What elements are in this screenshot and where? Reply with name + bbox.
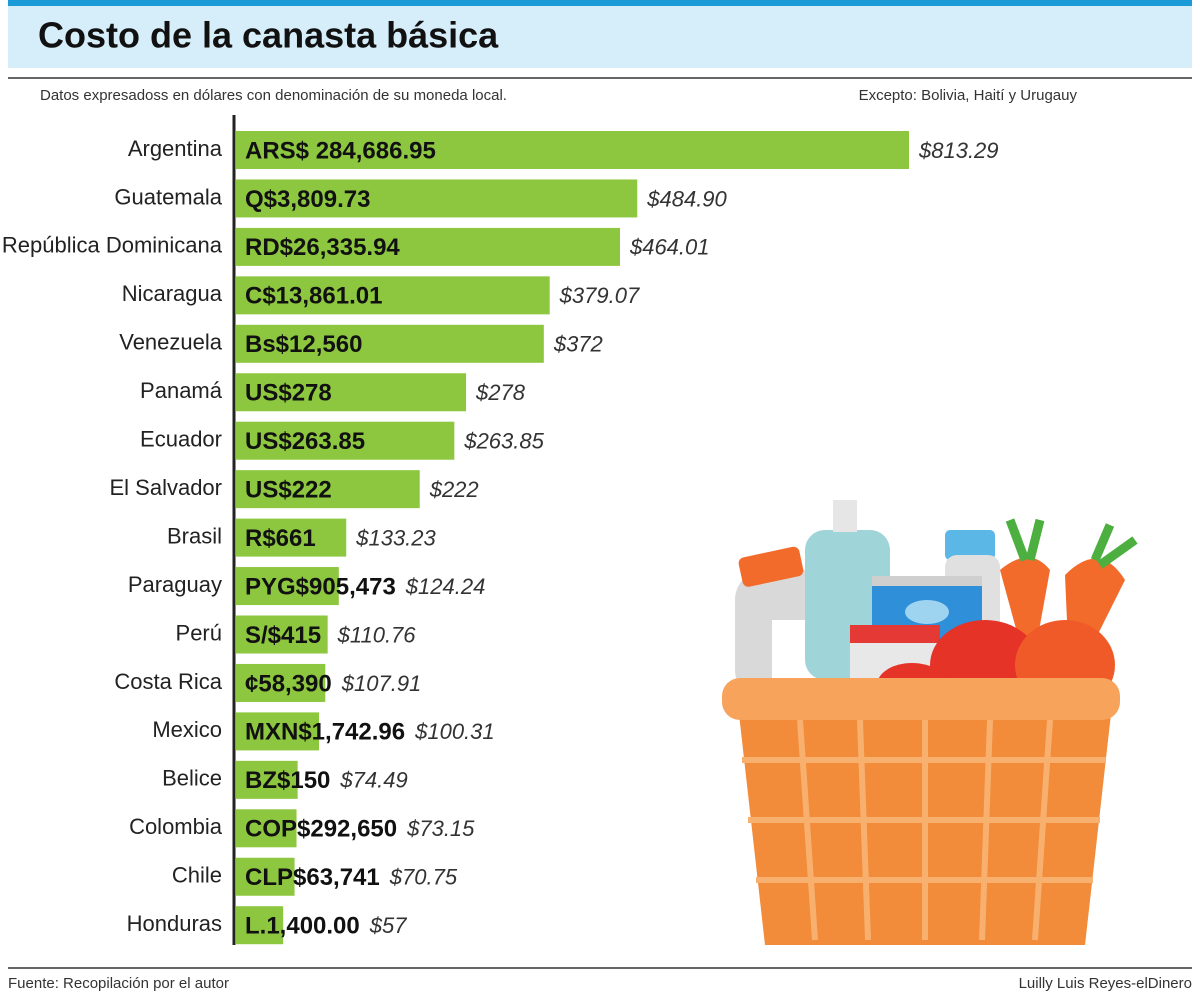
category-label: Perú [176, 620, 222, 645]
local-label: US$278 [245, 380, 332, 407]
category-label: Paraguay [128, 572, 222, 597]
category-label: Costa Rica [114, 669, 222, 694]
credit: Luilly Luis Reyes-elDinero [1019, 975, 1192, 992]
value-label: $372 [553, 332, 603, 357]
local-label: US$263.85 [245, 428, 365, 455]
bar [236, 809, 297, 848]
bar [236, 760, 298, 799]
category-label: Guatemala [114, 184, 222, 209]
local-label: C$13,861.01 [245, 283, 382, 310]
local-label: ¢58,390 [245, 670, 332, 697]
bar [236, 712, 320, 751]
value-label: $484.90 [646, 186, 727, 211]
value-label: $133.23 [355, 525, 436, 550]
category-label: Chile [172, 863, 222, 888]
category-label: República Dominicana [2, 233, 223, 258]
bar [236, 518, 347, 557]
value-label: $222 [429, 477, 479, 502]
chart-title: Costo de la canasta básica [38, 15, 499, 56]
value-label: $70.75 [389, 865, 458, 890]
value-label: $110.76 [337, 622, 417, 647]
bar [236, 227, 620, 266]
title-stripe [8, 0, 1192, 6]
local-label: Q$3,809.73 [245, 186, 370, 213]
category-label: Honduras [127, 911, 222, 936]
value-label: $74.49 [339, 768, 407, 793]
note: Excepto: Bolivia, Haití y Urugauy [859, 87, 1078, 104]
value-label: $278 [475, 380, 526, 405]
category-label: Ecuador [140, 427, 222, 452]
bottle-cap [738, 546, 804, 587]
local-label: L.1,400.00 [245, 913, 360, 940]
local-label: ARS$ 284,686.95 [245, 137, 436, 164]
value-label: $124.24 [405, 574, 486, 599]
value-label: $100.31 [414, 719, 495, 744]
category-label: Argentina [128, 136, 223, 161]
local-label: BZ$150 [245, 767, 330, 794]
bar [236, 663, 326, 702]
category-label: Panamá [140, 378, 223, 403]
local-label: US$222 [245, 476, 332, 503]
category-label: El Salvador [109, 475, 222, 500]
category-label: Nicaragua [122, 281, 223, 306]
bar [236, 276, 550, 315]
bar [236, 615, 328, 654]
bar [236, 470, 420, 509]
basket-rim [722, 678, 1120, 720]
pump [833, 500, 857, 532]
value-label: $813.29 [918, 138, 999, 163]
basket-weave [742, 719, 1106, 941]
local-label: PYG$905,473 [245, 573, 396, 600]
value-label: $263.85 [463, 429, 544, 454]
carrot-leaves [1005, 518, 1138, 569]
local-label: S/$415 [245, 622, 321, 649]
category-label: Belice [162, 766, 222, 791]
value-label: $379.07 [559, 283, 640, 308]
value-label: $57 [369, 913, 407, 938]
cap [945, 530, 995, 560]
can-lid [872, 576, 982, 586]
local-label: Bs$12,560 [245, 331, 362, 358]
local-label: CLP$63,741 [245, 864, 380, 891]
carrot [1000, 557, 1050, 680]
category-label: Mexico [152, 717, 222, 742]
bar [236, 131, 909, 169]
bar [236, 421, 455, 460]
fish-icon [905, 600, 949, 624]
local-label: RD$26,335.94 [245, 234, 400, 261]
bar [236, 179, 638, 218]
value-label: $73.15 [406, 816, 475, 841]
bar [236, 906, 284, 945]
value-label: $464.01 [629, 235, 710, 260]
local-label: MXN$1,742.96 [245, 719, 405, 746]
title-band [8, 0, 1192, 68]
category-label: Brasil [167, 523, 222, 548]
bar [236, 857, 295, 896]
bar [236, 567, 339, 606]
category-label: Colombia [129, 814, 223, 839]
source: Fuente: Recopilación por el autor [8, 975, 229, 992]
basket-illustration [722, 500, 1138, 945]
value-label: $107.91 [341, 671, 422, 696]
subtitle: Datos expresadoss en dólares con denomin… [40, 87, 507, 104]
bar [236, 324, 544, 363]
local-label: R$661 [245, 525, 316, 552]
jar-lid [850, 625, 940, 643]
category-label: Venezuela [119, 330, 223, 355]
bar [236, 373, 467, 412]
local-label: COP$292,650 [245, 816, 397, 843]
